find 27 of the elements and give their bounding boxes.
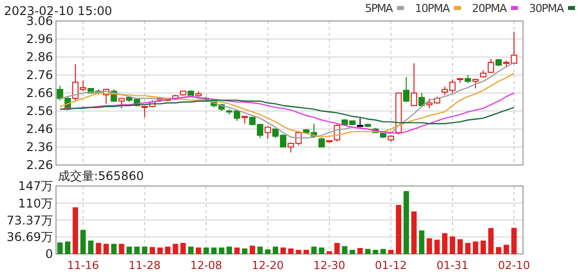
y-tick-label: 2.46 [26,122,53,136]
x-tick-label: 01-12 [374,259,407,272]
x-tick-label: 12-08 [190,259,222,272]
legend-label: 20PMA [472,2,508,15]
legend-label: 5PMA [365,2,394,15]
y-tick-label: 2.56 [26,104,53,118]
y-tick-label: 2.36 [26,140,53,154]
y-tick-label: 0 [45,247,53,262]
y-tick-label: 2.66 [26,86,53,100]
x-tick-label: 11-28 [128,259,161,272]
x-tick-label: 12-30 [313,259,346,272]
legend-label: 30PMA [529,2,564,15]
y-tick-label: 3.06 [26,14,53,28]
x-tick-label: 11-16 [67,259,100,272]
y-tick-label: 2.96 [26,32,53,46]
y-tick-label: 2.86 [26,50,53,64]
x-tick-label: 12-20 [252,259,284,272]
x-tick-label: 01-31 [436,259,468,272]
y-tick-label: 110万 [18,196,53,210]
y-tick-label: 2.76 [26,68,53,82]
y-tick-label: 147万 [18,179,53,194]
legend-label: 10PMA [415,2,450,15]
x-tick-label: 02-10 [498,259,530,272]
y-tick-label: 73.37万 [6,213,53,228]
y-tick-label: 2.26 [26,158,53,172]
chart-title: 成交量:565860 [58,169,144,183]
y-tick-label: 36.69万 [6,230,53,244]
